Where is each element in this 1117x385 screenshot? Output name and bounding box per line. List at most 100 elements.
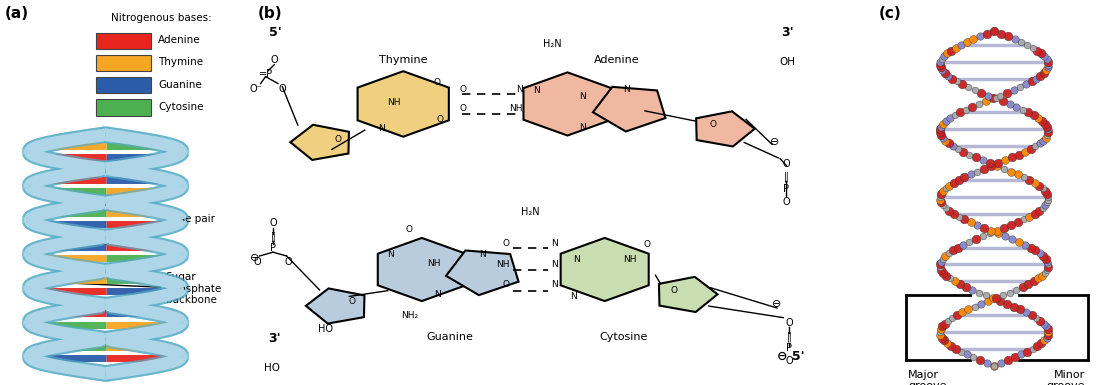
Text: N: N [571,292,577,301]
Text: HO: HO [264,363,279,373]
Point [1039,326,1057,332]
Point [962,219,980,225]
Point [984,95,1002,101]
Point [932,59,949,65]
Point [932,64,949,70]
Text: N: N [379,124,385,134]
Point [981,230,999,236]
Text: N: N [516,85,523,94]
Text: O: O [349,297,355,306]
Point [995,225,1013,231]
Polygon shape [357,71,449,137]
Point [1033,118,1051,124]
Point [1029,47,1047,54]
Point [948,244,966,251]
Point [958,352,976,358]
Point [989,163,1006,169]
Text: Guanine: Guanine [427,332,474,342]
Point [932,258,949,264]
Point [1031,318,1049,324]
Point [1039,197,1057,203]
Point [1038,199,1056,206]
Point [1001,101,1019,107]
Text: Thymine: Thymine [379,55,428,65]
Text: O: O [643,240,650,249]
Point [935,121,953,127]
Bar [96,33,151,49]
Point [932,129,949,135]
Text: O: O [433,78,441,87]
Point [1022,146,1040,152]
Point [932,264,949,270]
Text: Thymine: Thymine [159,57,203,67]
Point [1008,104,1025,110]
Point [995,166,1013,172]
Point [963,104,981,110]
Point [935,337,953,343]
Point [1039,126,1057,132]
Bar [96,55,151,71]
Point [1031,140,1049,146]
Text: O: O [783,197,790,207]
Text: NH: NH [388,97,401,107]
Point [951,281,968,287]
Text: N: N [388,250,394,259]
Point [984,295,1002,301]
Text: OH: OH [780,57,795,67]
Text: NH: NH [509,104,523,113]
Text: (a): (a) [6,6,29,21]
Point [974,233,992,239]
Text: O: O [783,159,790,169]
Text: ‖: ‖ [787,331,792,342]
Point [976,98,994,104]
Point [945,180,963,186]
Text: N: N [580,92,586,101]
Point [934,202,952,208]
Point [991,92,1009,99]
Point [938,50,956,56]
Text: H₂N: H₂N [543,39,562,49]
Point [941,182,958,189]
Point [1029,275,1047,281]
Point [1039,62,1057,68]
Point [1003,154,1021,161]
Point [944,143,962,149]
Point [1010,152,1028,158]
Point [1030,182,1048,189]
Point [1020,281,1038,287]
Point [957,107,975,113]
Text: NH: NH [496,260,509,269]
Point [1001,290,1019,296]
Point [952,42,970,48]
Point [932,261,949,268]
Bar [96,99,151,116]
Text: Base pair: Base pair [125,214,214,232]
Point [997,301,1015,307]
Point [1037,202,1054,208]
Point [954,149,972,155]
Point [1038,335,1056,341]
Point [1034,137,1052,144]
Point [933,267,951,273]
Point [971,357,989,363]
Point [1035,337,1053,343]
Point [973,90,991,96]
Point [1038,323,1056,330]
Point [936,137,954,144]
Point [946,278,964,285]
Text: N: N [533,86,540,95]
Polygon shape [378,238,466,301]
Point [1032,50,1050,56]
Text: O⁻: O⁻ [249,84,262,94]
Point [1018,309,1035,315]
Text: O: O [437,115,443,124]
Point [947,79,965,85]
Point [1038,267,1056,273]
Point [985,363,1003,369]
Point [968,222,986,228]
Polygon shape [561,238,649,301]
Point [934,188,952,194]
Text: N: N [551,239,557,248]
Point [1039,332,1057,338]
Point [973,301,991,307]
